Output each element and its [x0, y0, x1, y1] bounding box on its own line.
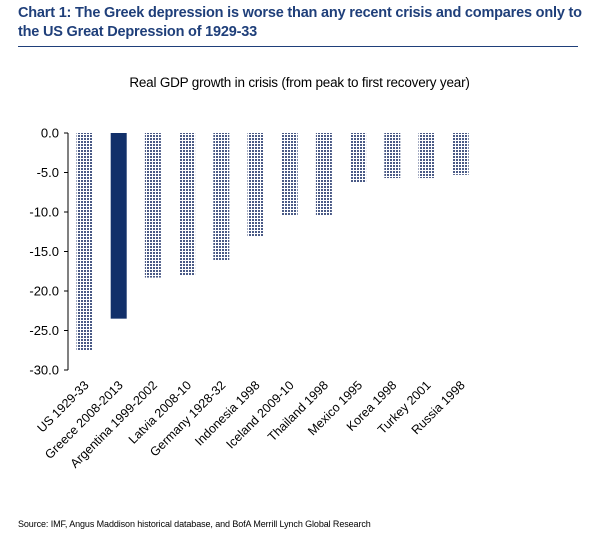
bar [418, 133, 435, 179]
y-tick-label: -25.0 [29, 323, 59, 338]
bar [384, 133, 401, 179]
bar [452, 133, 469, 175]
title-divider [18, 46, 578, 47]
bar [247, 133, 264, 237]
y-axis: 0.0 -5.0 -10.0 -15.0 -20.0 -25.0 -30.0 [29, 126, 69, 378]
bar [350, 133, 367, 183]
bar [144, 133, 161, 278]
bar [76, 133, 93, 351]
chart-title: Real GDP growth in crisis (from peak to … [129, 75, 470, 90]
source-note: Source: IMF, Angus Maddison historical d… [18, 519, 371, 529]
bars [76, 133, 469, 351]
y-tick-label: -20.0 [29, 284, 59, 299]
page-title: Chart 1: The Greek depression is worse t… [18, 5, 582, 40]
y-tick-label: -5.0 [37, 165, 59, 180]
y-tick-label: -10.0 [29, 205, 59, 220]
y-tick-label: 0.0 [41, 126, 59, 141]
y-tick-label: -30.0 [29, 363, 59, 378]
bar [110, 133, 127, 319]
bar [281, 133, 298, 216]
y-tick-label: -15.0 [29, 244, 59, 259]
bar [179, 133, 196, 276]
bar [213, 133, 230, 261]
bar [315, 133, 332, 216]
